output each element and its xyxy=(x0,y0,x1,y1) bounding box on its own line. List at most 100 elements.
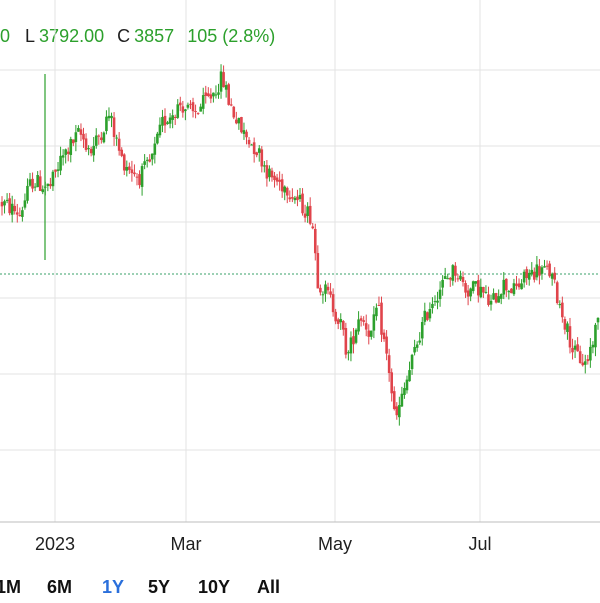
candle-body xyxy=(515,283,518,286)
low-key: L xyxy=(25,26,36,46)
candle-body xyxy=(13,205,17,212)
candle-body xyxy=(105,116,108,132)
candle-body xyxy=(306,206,309,217)
candle-body xyxy=(74,132,78,143)
candle-body xyxy=(41,189,45,193)
candle-body xyxy=(122,154,126,171)
candle-body xyxy=(77,127,80,132)
candle-body xyxy=(380,302,383,335)
candle-body xyxy=(316,253,320,289)
candle-body xyxy=(533,271,536,280)
candle-body xyxy=(72,139,75,144)
candle-body xyxy=(229,104,233,106)
candle-body xyxy=(128,166,131,170)
candle-body xyxy=(18,215,22,217)
candle-body xyxy=(207,93,210,96)
candle-body xyxy=(15,212,19,215)
candle-body xyxy=(268,168,271,178)
candle-body xyxy=(459,275,462,280)
candle-body xyxy=(571,347,574,353)
candle-body xyxy=(199,106,202,112)
candle-body xyxy=(502,279,506,295)
candle-body xyxy=(326,286,330,291)
candle-body xyxy=(347,352,350,354)
range-button-1y[interactable]: 1Y xyxy=(102,577,125,597)
candle-body xyxy=(120,149,124,156)
candle-body xyxy=(538,266,541,276)
candle-body xyxy=(138,174,141,186)
range-button-6m[interactable]: 6M xyxy=(47,577,73,597)
candle-body xyxy=(578,351,582,363)
open-value-fragment: 0 xyxy=(0,26,11,46)
candle-body xyxy=(555,282,559,304)
candle-body xyxy=(171,115,174,120)
candle-body xyxy=(436,300,439,303)
candle-body xyxy=(293,197,297,201)
candle-body xyxy=(49,183,52,187)
candle-body xyxy=(558,304,562,306)
range-button-all[interactable]: All xyxy=(257,577,281,597)
candle-body xyxy=(400,393,404,407)
candle-body xyxy=(339,319,343,323)
candle-body xyxy=(283,186,287,193)
candle-body xyxy=(33,186,37,188)
candle-body xyxy=(469,288,472,297)
candle-body xyxy=(530,269,534,275)
range-button-5y[interactable]: 5Y xyxy=(148,577,171,597)
candle-body xyxy=(561,302,564,318)
candle-body xyxy=(153,143,157,155)
candle-body xyxy=(418,340,422,343)
candle-body xyxy=(497,296,500,303)
candle-body xyxy=(357,319,360,332)
candle-body xyxy=(184,109,187,112)
candle-body xyxy=(385,336,388,354)
candle-body xyxy=(313,228,317,254)
candle-body xyxy=(263,165,266,167)
candle-body xyxy=(94,135,98,146)
candle-body xyxy=(426,312,429,320)
candle-body xyxy=(324,284,327,294)
candle-body xyxy=(408,370,411,382)
range-button-10y[interactable]: 10Y xyxy=(198,577,231,597)
candle-body xyxy=(125,166,129,171)
candle-body xyxy=(3,201,6,206)
candle-body xyxy=(285,187,289,196)
candle-body xyxy=(66,151,70,154)
candle-body xyxy=(576,344,579,352)
candle-body xyxy=(311,226,315,229)
candle-body xyxy=(403,388,406,395)
candle-body xyxy=(494,293,498,303)
change-percent: (2.8%) xyxy=(222,26,276,46)
candle-body xyxy=(257,148,261,153)
price-chart[interactable]: 2023 Mar May Jul xyxy=(0,0,600,560)
candle-body xyxy=(69,138,73,155)
candle-body xyxy=(492,293,495,300)
candle-body xyxy=(466,290,470,297)
candle-body xyxy=(163,115,167,126)
candle-body xyxy=(456,278,460,280)
candle-body xyxy=(505,278,508,291)
candle-body xyxy=(107,115,111,119)
candle-body xyxy=(476,280,480,296)
candle-body xyxy=(321,294,325,296)
candle-body xyxy=(471,281,475,292)
grid xyxy=(0,0,600,523)
candle-body xyxy=(260,149,264,167)
candle-body xyxy=(352,336,355,345)
candle-body xyxy=(507,290,511,293)
candle-body xyxy=(250,144,253,146)
candle-body xyxy=(255,152,259,156)
range-button-1m[interactable]: 1M xyxy=(0,577,22,597)
candle-body xyxy=(382,332,386,340)
candle-body xyxy=(370,330,373,337)
candle-body xyxy=(235,119,238,124)
candle-body xyxy=(115,137,118,139)
x-axis: 2023 Mar May Jul xyxy=(35,534,492,554)
candle-body xyxy=(375,307,378,317)
candle-body xyxy=(291,197,294,199)
candle-body xyxy=(405,379,409,391)
candle-body xyxy=(525,269,528,279)
candle-body xyxy=(189,103,192,105)
x-tick-label: 2023 xyxy=(35,534,75,554)
candle-body xyxy=(563,319,567,330)
